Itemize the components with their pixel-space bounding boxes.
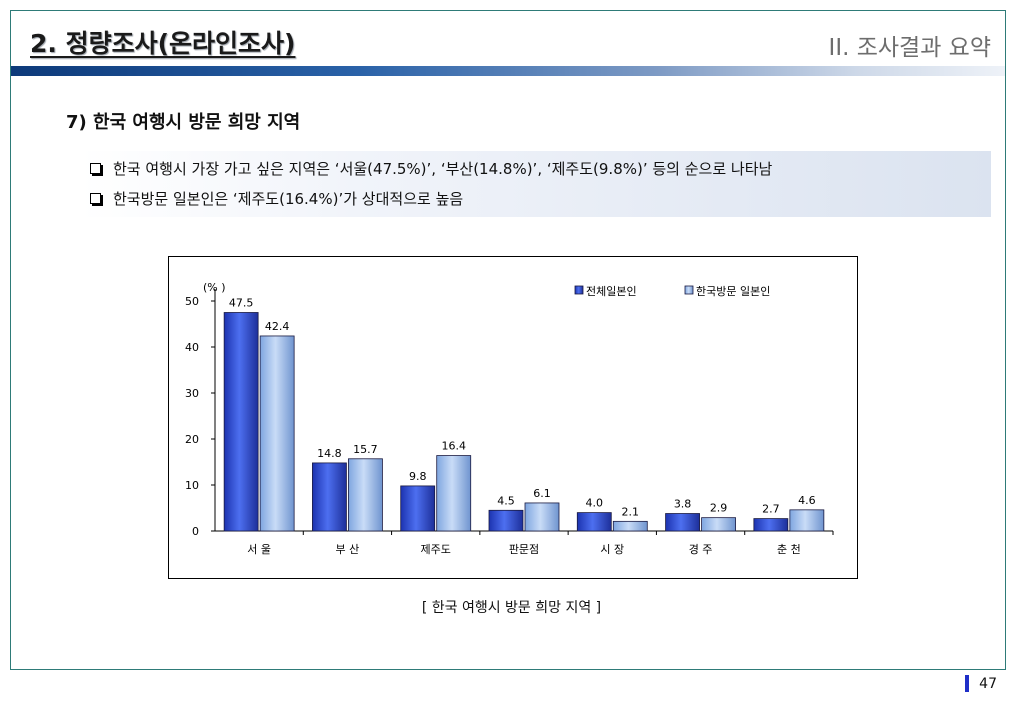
bar-all <box>223 312 259 532</box>
section-title: II. 조사결과 요약 <box>828 35 991 61</box>
legend-swatch <box>684 285 694 295</box>
bar-visitor <box>348 458 383 532</box>
data-label: 2.9 <box>710 502 728 515</box>
bar-all <box>400 485 436 532</box>
y-tick-label: 50 <box>185 295 199 308</box>
bar-all <box>753 518 789 532</box>
checkbox-bullet-icon <box>90 163 101 174</box>
data-label: 2.7 <box>762 503 780 516</box>
page-marker-icon <box>965 675 970 692</box>
bar-chart: 0 10 20 30 40 50 (% ) 서 울 47.5 42.4 부 산 14.8 15.7 제주도… <box>185 281 834 556</box>
x-tick-label: 시 장 <box>600 543 624 556</box>
x-tick-label: 춘 천 <box>777 542 801 556</box>
page-number-text: 47 <box>979 675 997 692</box>
bar-visitor <box>789 509 825 532</box>
x-tick-label: 서 울 <box>247 543 271 556</box>
legend-label: 전체일본인 <box>586 284 637 298</box>
bar-all <box>665 513 700 532</box>
subtitle: 7) 한국 여행시 방문 희망 지역 <box>66 112 301 133</box>
chart-container: 0 10 20 30 40 50 (% ) 서 울 47.5 42.4 부 산 14.8 15.7 제주도… <box>168 256 858 579</box>
y-tick-label: 20 <box>185 433 199 446</box>
bar-visitor <box>259 335 295 532</box>
data-label: 2.1 <box>622 505 640 518</box>
data-label: 4.0 <box>586 497 604 510</box>
summary-box: 한국 여행시 가장 가고 싶은 지역은 ‘서울(47.5%)’, ‘부산(14.… <box>80 151 991 217</box>
chart-caption: [ 한국 여행시 방문 희망 지역 ] <box>421 600 602 616</box>
data-label: 4.5 <box>497 494 515 507</box>
data-label: 9.8 <box>409 470 427 483</box>
page-number: 47 <box>965 675 997 692</box>
y-tick-label: 0 <box>192 525 199 538</box>
page-frame <box>10 10 1006 670</box>
bar-visitor <box>524 502 560 532</box>
data-label: 15.7 <box>353 443 378 456</box>
bar-all <box>576 512 612 532</box>
y-tick-label: 30 <box>185 387 199 400</box>
bar-all <box>312 462 347 532</box>
data-label: 3.8 <box>674 498 692 511</box>
page-title: 2. 정량조사(온라인조사) <box>30 29 296 58</box>
data-label: 6.1 <box>533 487 551 500</box>
summary-item: 한국 여행시 가장 가고 싶은 지역은 ‘서울(47.5%)’, ‘부산(14.… <box>90 158 772 179</box>
y-tick-label: 10 <box>185 479 199 492</box>
bar-all <box>488 509 524 532</box>
data-label: 4.6 <box>798 494 816 507</box>
legend-label: 한국방문 일본인 <box>696 284 770 298</box>
summary-text: 한국 여행시 가장 가고 싶은 지역은 ‘서울(47.5%)’, ‘부산(14.… <box>113 160 773 178</box>
data-label: 14.8 <box>317 447 342 460</box>
header-bar <box>11 66 1005 76</box>
y-axis-label: (% ) <box>203 281 226 294</box>
bar-visitor <box>701 517 736 532</box>
x-tick-label: 부 산 <box>336 543 360 556</box>
bar-visitor <box>436 455 472 532</box>
data-label: 47.5 <box>229 297 254 310</box>
bar-visitor <box>612 520 648 532</box>
x-tick-label: 경 주 <box>689 543 713 556</box>
x-tick-label: 제주도 <box>421 543 451 556</box>
data-label: 16.4 <box>441 440 466 453</box>
y-tick-label: 40 <box>185 341 199 354</box>
x-tick-label: 판문점 <box>509 543 539 556</box>
data-label: 42.4 <box>265 320 290 333</box>
checkbox-bullet-icon <box>90 193 101 204</box>
legend-swatch <box>574 285 584 295</box>
summary-item: 한국방문 일본인은 ‘제주도(16.4%)’가 상대적으로 높음 <box>90 188 463 209</box>
summary-text: 한국방문 일본인은 ‘제주도(16.4%)’가 상대적으로 높음 <box>113 190 464 208</box>
